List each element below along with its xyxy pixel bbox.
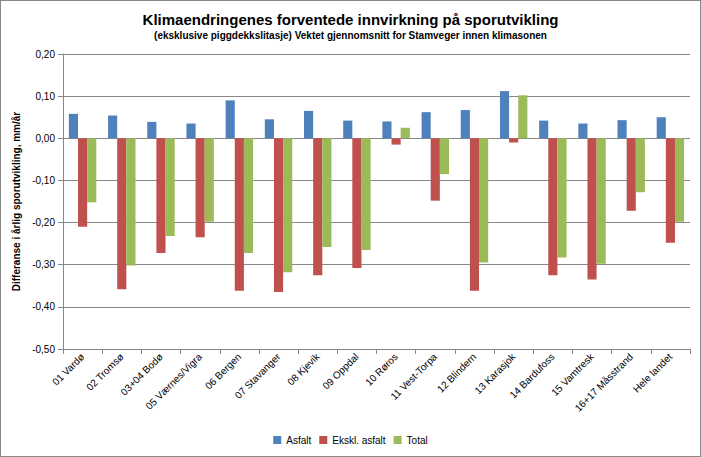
svg-text:(eksklusive piggdekkslitasje): (eksklusive piggdekkslitasje) Vektet gje…: [154, 30, 547, 41]
svg-text:09 Oppdal: 09 Oppdal: [320, 351, 360, 391]
svg-text:Ekskl. asfalt: Ekskl. asfalt: [332, 435, 386, 446]
svg-text:06 Bergen: 06 Bergen: [203, 351, 243, 391]
svg-text:01 Vardø: 01 Vardø: [50, 351, 86, 387]
svg-text:05 Værnes/Vigra: 05 Værnes/Vigra: [143, 351, 204, 412]
svg-text:0,10: 0,10: [36, 91, 56, 102]
svg-text:-0,10: -0,10: [32, 175, 55, 186]
svg-text:16+17 Måsstrand: 16+17 Måsstrand: [573, 351, 636, 414]
svg-text:Total: Total: [407, 435, 428, 446]
svg-text:14 Bardufoss: 14 Bardufoss: [507, 351, 556, 400]
svg-text:-0,40: -0,40: [32, 301, 55, 312]
svg-text:11 Vest-Torpa: 11 Vest-Torpa: [388, 351, 439, 402]
svg-text:07 Stavanger: 07 Stavanger: [233, 351, 283, 401]
svg-text:08 Kjevik: 08 Kjevik: [285, 351, 321, 387]
svg-text:13 Karasjok: 13 Karasjok: [472, 351, 518, 397]
svg-text:0,00: 0,00: [36, 133, 56, 144]
svg-text:Asfalt: Asfalt: [286, 435, 311, 446]
svg-text:-0,30: -0,30: [32, 259, 55, 270]
svg-text:0,20: 0,20: [36, 49, 56, 60]
svg-text:10 Røros: 10 Røros: [363, 351, 400, 388]
svg-text:12 Blindern: 12 Blindern: [434, 351, 479, 395]
svg-text:-0,50: -0,50: [32, 344, 55, 355]
svg-text:Differanse i årlig sporutvikli: Differanse i årlig sporutvikling, mm/år: [11, 112, 22, 292]
svg-text:02 Tromsø: 02 Tromsø: [84, 351, 126, 393]
svg-text:Hele landet: Hele landet: [631, 351, 675, 395]
svg-text:-0,20: -0,20: [32, 217, 55, 228]
svg-text:03+04 Bodø: 03+04 Bodø: [118, 351, 165, 398]
svg-text:Klimaendringenes forventede in: Klimaendringenes forventede innvirkning …: [143, 11, 559, 28]
svg-text:15 Vamtresk: 15 Vamtresk: [549, 351, 596, 398]
